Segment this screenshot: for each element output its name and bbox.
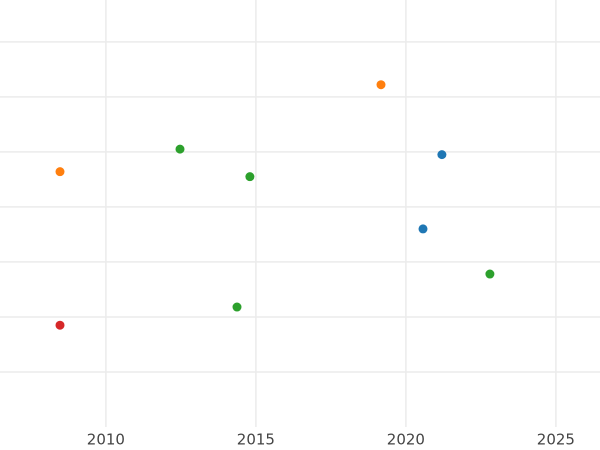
x-tick-label: 2020 [387,431,425,449]
x-tick-label: 2015 [237,431,275,449]
point [437,150,447,160]
point [232,302,242,312]
point [485,269,495,279]
point [245,172,255,182]
point [55,167,65,177]
x-tick-label: 2025 [537,431,575,449]
point [55,320,65,330]
x-tick-label: 2010 [87,431,125,449]
point [175,144,185,154]
point [376,80,386,90]
point [418,224,428,234]
